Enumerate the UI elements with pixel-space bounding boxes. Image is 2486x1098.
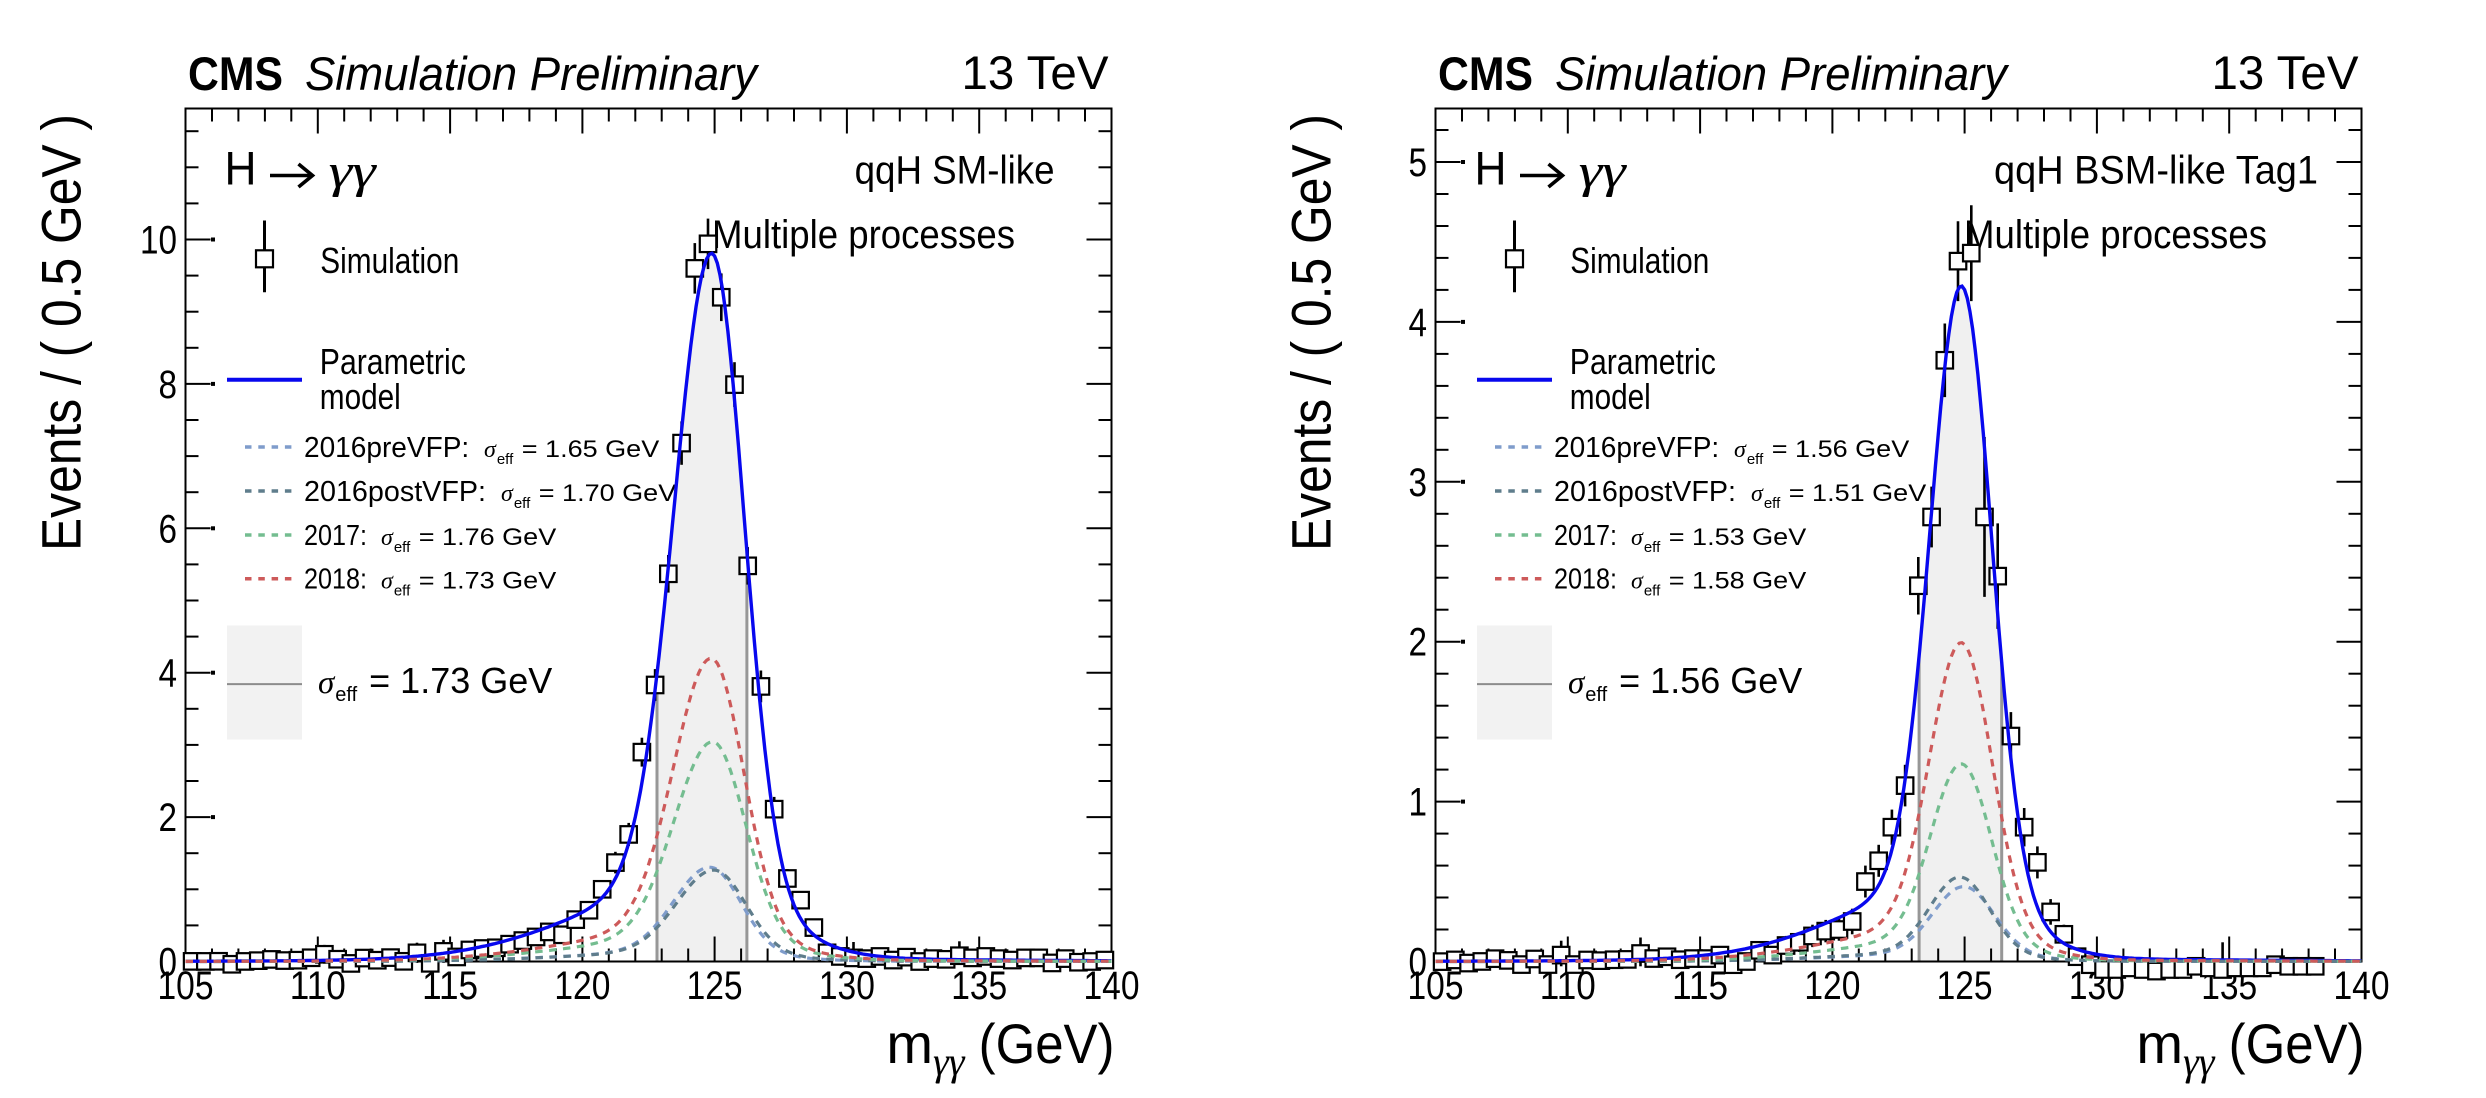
svg-text:135: 135 — [951, 964, 1007, 1008]
svg-text:2017: σeff = 1.53 GeV: 2017: σeff = 1.53 GeV — [1554, 520, 1806, 556]
svg-text:Parametric: Parametric — [320, 341, 466, 382]
svg-text:qqH SM-like: qqH SM-like — [855, 149, 1055, 193]
svg-text:Multiple processes: Multiple processes — [1964, 213, 2267, 257]
svg-text:2016preVFP: σeff = 1.56 GeV: 2016preVFP: σeff = 1.56 GeV — [1554, 432, 1909, 468]
svg-text:4: 4 — [159, 652, 178, 696]
svg-text:Simulation Preliminary: Simulation Preliminary — [305, 47, 759, 100]
svg-text:model: model — [320, 376, 401, 417]
svg-text:mγγ (GeV): mγγ (GeV) — [2136, 1012, 2364, 1084]
svg-text:4: 4 — [1409, 301, 1428, 345]
svg-text:13 TeV: 13 TeV — [2212, 46, 2360, 99]
svg-text:model: model — [1570, 376, 1651, 417]
svg-text:2: 2 — [159, 796, 178, 840]
svg-text:mγγ (GeV): mγγ (GeV) — [886, 1012, 1114, 1084]
svg-text:105: 105 — [1408, 964, 1464, 1008]
svg-text:140: 140 — [1084, 964, 1140, 1008]
svg-text:CMS: CMS — [1438, 47, 1533, 100]
svg-text:115: 115 — [1672, 964, 1728, 1008]
svg-text:CMS: CMS — [188, 47, 283, 100]
svg-text:H: H — [225, 142, 257, 195]
svg-text:2018: σeff = 1.58 GeV: 2018: σeff = 1.58 GeV — [1554, 564, 1806, 600]
svg-text:1: 1 — [1409, 781, 1428, 825]
svg-text:0: 0 — [159, 941, 178, 985]
svg-text:10: 10 — [140, 219, 177, 263]
svg-text:2016preVFP: σeff = 1.65 GeV: 2016preVFP: σeff = 1.65 GeV — [304, 432, 659, 468]
svg-text:2: 2 — [1409, 621, 1428, 665]
svg-text:120: 120 — [1804, 964, 1860, 1008]
svg-text:2017: σeff = 1.76 GeV: 2017: σeff = 1.76 GeV — [304, 520, 556, 556]
svg-text:Events / ( 0.5 GeV ): Events / ( 0.5 GeV ) — [1280, 114, 1343, 551]
svg-text:Simulation: Simulation — [320, 240, 459, 281]
svg-text:140: 140 — [2334, 964, 2390, 1008]
svg-text:2016postVFP: σeff = 1.70 GeV: 2016postVFP: σeff = 1.70 GeV — [304, 476, 676, 512]
svg-text:6: 6 — [159, 507, 178, 551]
svg-text:2016postVFP: σeff = 1.51 GeV: 2016postVFP: σeff = 1.51 GeV — [1554, 476, 1926, 512]
svg-text:σeff = 1.56 GeV: σeff = 1.56 GeV — [1568, 660, 1802, 706]
svg-text:Parametric: Parametric — [1570, 341, 1716, 382]
svg-text:γγ: γγ — [1579, 145, 1627, 198]
svg-text:120: 120 — [554, 964, 610, 1008]
svg-text:0: 0 — [1409, 941, 1428, 985]
svg-text:Simulation: Simulation — [1570, 240, 1709, 281]
svg-text:Simulation Preliminary: Simulation Preliminary — [1555, 47, 2009, 100]
svg-text:110: 110 — [290, 964, 346, 1008]
svg-text:105: 105 — [158, 964, 214, 1008]
svg-text:3: 3 — [1409, 461, 1428, 505]
svg-text:Multiple processes: Multiple processes — [712, 213, 1015, 257]
svg-text:qqH BSM-like Tag1: qqH BSM-like Tag1 — [1994, 149, 2318, 193]
svg-text:γγ: γγ — [329, 145, 377, 198]
svg-text:130: 130 — [819, 964, 875, 1008]
svg-text:Events / ( 0.5 GeV ): Events / ( 0.5 GeV ) — [30, 114, 93, 551]
svg-text:8: 8 — [159, 363, 178, 407]
svg-text:125: 125 — [687, 964, 743, 1008]
svg-text:H: H — [1475, 142, 1507, 195]
svg-text:2018: σeff = 1.73 GeV: 2018: σeff = 1.73 GeV — [304, 564, 556, 600]
svg-text:5: 5 — [1409, 141, 1428, 185]
svg-text:125: 125 — [1937, 964, 1993, 1008]
svg-text:σeff = 1.73 GeV: σeff = 1.73 GeV — [318, 660, 552, 706]
svg-text:13 TeV: 13 TeV — [962, 46, 1110, 99]
